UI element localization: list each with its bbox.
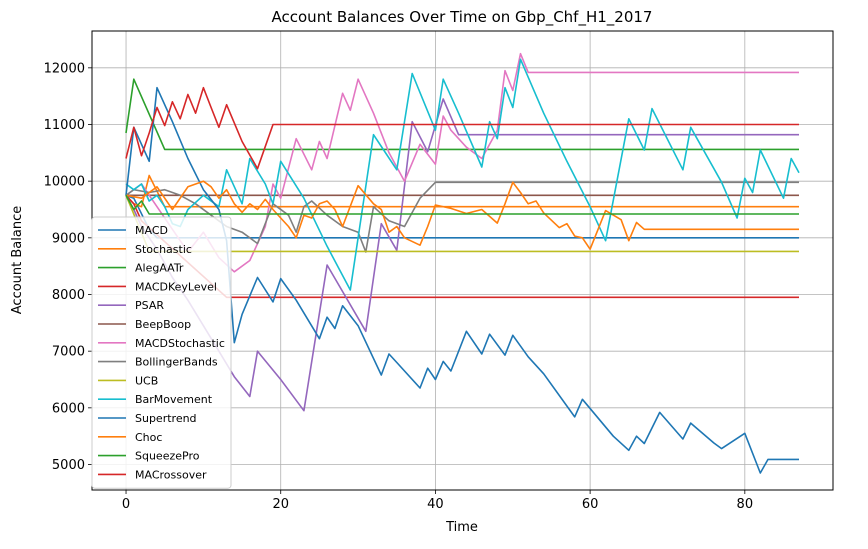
legend-label-bollingerbands: BollingerBands <box>135 356 218 369</box>
series-line-macrossover <box>125 86 799 170</box>
legend-label-beepboop: BeepBoop <box>135 318 191 331</box>
series-line-alegaatr <box>125 78 799 151</box>
y-tick-label: 6000 <box>52 401 85 416</box>
x-tick-label: 40 <box>427 497 444 512</box>
y-tick-label: 9000 <box>52 231 85 246</box>
legend-label-macrossover: MACrossover <box>135 468 207 481</box>
x-tick-label: 0 <box>122 497 130 512</box>
legend-label-macdstochastic: MACDStochastic <box>135 337 225 350</box>
y-tick-label: 10000 <box>44 175 85 190</box>
legend-label-alegaatr: AlegAATr <box>135 262 184 275</box>
legend-label-macdkeylevel: MACDKeyLevel <box>135 280 217 293</box>
y-axis-label: Account Balance <box>10 206 25 314</box>
legend-label-macd: MACD <box>135 224 168 237</box>
legend-label-ucb: UCB <box>135 374 158 387</box>
y-tick-label: 7000 <box>52 345 85 360</box>
y-tick-label: 8000 <box>52 288 85 303</box>
legend-label-barmovement: BarMovement <box>135 393 213 406</box>
legend: MACDStochasticAlegAATrMACDKeyLevelPSARBe… <box>91 216 232 489</box>
axis-ticks: 0 20 40 60 80 5000 6000 7000 8000 9000 10000 11000 1… <box>44 61 753 512</box>
legend-label-psar: PSAR <box>135 299 164 312</box>
y-tick-label: 12000 <box>44 61 85 76</box>
legend-label-choc: Choc <box>135 431 162 444</box>
legend-label-squeezepro: SqueezePro <box>135 450 200 463</box>
x-tick-label: 20 <box>272 497 289 512</box>
y-tick-label: 5000 <box>52 458 85 473</box>
legend-label-supertrend: Supertrend <box>135 412 197 425</box>
series-line-barmovement <box>125 58 800 291</box>
legend-box <box>91 216 232 489</box>
x-tick-label: 60 <box>582 497 599 512</box>
y-tick-label: 11000 <box>44 118 85 133</box>
series-line-choc <box>125 180 799 250</box>
chart-title: Account Balances Over Time on Gbp_Chf_H1… <box>272 8 653 27</box>
series-line-bollingerbands <box>125 181 799 253</box>
series-line-squeezepro <box>125 194 799 215</box>
x-tick-label: 80 <box>737 497 754 512</box>
legend-label-stochastic: Stochastic <box>135 243 192 256</box>
x-axis-label: Time <box>445 520 478 535</box>
